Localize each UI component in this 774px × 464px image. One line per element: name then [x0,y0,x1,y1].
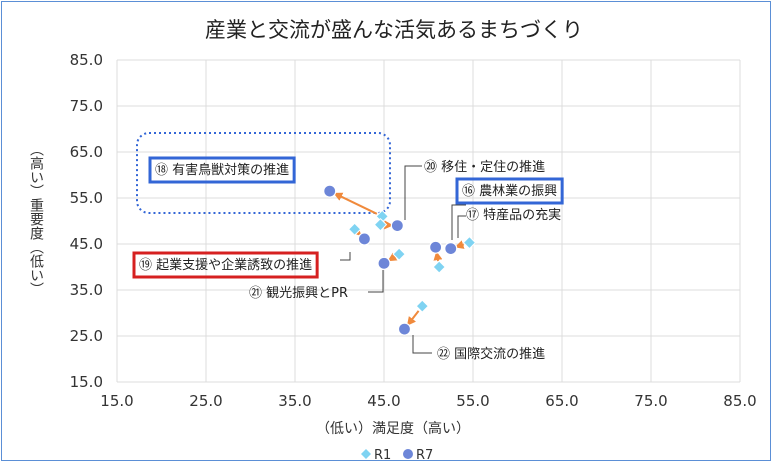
arrow-18 [333,192,378,215]
x-tick-label: 65.0 [545,392,578,410]
leader-line-17 [457,215,466,238]
legend-label: R1 [374,448,391,463]
x-tick-label: 85.0 [723,392,756,410]
r1-point-19 [347,222,362,236]
r1-point-20 [373,217,388,232]
x-tick-label: 45.0 [367,392,400,410]
y-tick-label: 85.0 [70,51,103,69]
arrow-22 [406,310,420,326]
y-tick-label: 45.0 [70,235,103,253]
y-tick-label: 25.0 [70,327,103,345]
leader-line-20 [404,165,422,220]
annotation-22: ㉒ 国際交流の推進 [437,346,545,362]
leader-line-19 [340,252,351,261]
annotation-16: ⑯ 農林業の振興 [462,183,557,199]
r1-point-22 [415,299,429,313]
r7-point-18 [323,184,337,198]
data-points [323,184,477,336]
y-tick-label: 15.0 [70,373,103,391]
leader-line-16 [451,204,466,240]
highlight-boxes [136,132,391,214]
tick-labels: 15.0 25.0 35.0 45.0 55.0 65.0 75.0 85.0 15.0 25.0… [70,51,757,410]
annotation-21: ㉑ 観光振興とPR [249,286,348,301]
r7-point-17 [444,242,458,256]
arrow-17 [454,240,465,249]
x-tick-label: 25.0 [189,392,222,410]
x-tick-label: 75.0 [634,392,667,410]
x-tick-label: 35.0 [278,392,311,410]
x-tick-label: 15.0 [100,392,133,410]
r7-point-19 [357,232,372,246]
dotted-group-box [136,132,391,214]
leader-line-21 [368,270,384,293]
y-tick-label: 65.0 [70,143,103,161]
chart-title: 産業と交流が盛んな活気あるまちづくり [205,18,583,42]
point-annotations: ⑯ 農林業の振興 ⑰ 特産品の充実 ⑱ 有害鳥獣対策の推進 ⑲ 起業支援や企業誘致の推… [132,156,564,362]
r7-point-22 [397,322,412,336]
arrow-16 [433,251,443,262]
y-tick-label: 75.0 [70,97,103,115]
legend-marker-r7 [403,449,413,459]
annotation-box-19 [132,251,319,279]
x-axis-label: （低い）満足度（高い） [316,420,470,437]
annotation-box-18 [148,156,296,184]
r1-point-16 [432,260,446,274]
r1-point-21 [392,247,406,261]
change-arrows [333,192,465,326]
annotation-20: ⑳ 移住・定住の推進 [424,160,545,175]
leader-line-22 [412,335,432,354]
r7-point-16 [429,240,443,254]
legend-marker-r1 [361,449,371,459]
annotation-18: ⑱ 有害鳥獣対策の推進 [155,162,289,178]
y-tick-label: 55.0 [70,189,103,207]
r7-point-20 [390,219,404,233]
r7-point-21 [377,256,391,270]
y-tick-label: 35.0 [70,281,103,299]
r1-point-17 [462,235,477,250]
annotation-box-16 [455,177,564,205]
grid-lines [116,59,741,383]
legend: R1 R7 [361,448,433,463]
y-axis-label: （高い）重要度（低い） [28,142,44,296]
arrow-21 [387,252,398,262]
legend-label: R7 [416,448,433,463]
annotation-19: ⑲ 起業支援や企業誘致の推進 [139,257,312,273]
annotation-17: ⑰ 特産品の充実 [466,207,561,223]
x-tick-label: 55.0 [456,392,489,410]
